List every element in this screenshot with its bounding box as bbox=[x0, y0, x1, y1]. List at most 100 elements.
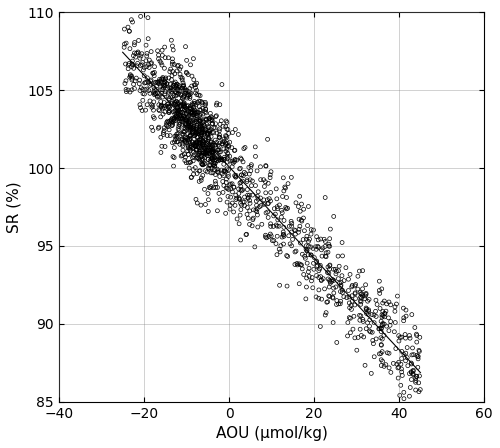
Point bbox=[366, 327, 374, 335]
Point bbox=[176, 109, 184, 116]
Point bbox=[239, 198, 247, 206]
Point bbox=[182, 116, 190, 123]
Point bbox=[171, 111, 179, 118]
Point bbox=[407, 368, 415, 375]
Point bbox=[192, 81, 200, 88]
Point bbox=[230, 184, 238, 191]
Point bbox=[181, 120, 189, 127]
Point bbox=[174, 113, 182, 120]
Point bbox=[172, 113, 179, 120]
Point bbox=[307, 251, 315, 258]
Point bbox=[182, 110, 190, 117]
Point bbox=[340, 277, 348, 284]
Point bbox=[140, 90, 148, 98]
Point bbox=[216, 154, 224, 161]
Point bbox=[218, 140, 226, 147]
Point bbox=[276, 201, 283, 208]
Point bbox=[174, 133, 182, 140]
Point bbox=[164, 93, 172, 100]
Point bbox=[219, 189, 227, 196]
Point bbox=[212, 120, 220, 127]
Point bbox=[220, 168, 228, 175]
Point bbox=[136, 55, 144, 62]
Point bbox=[298, 218, 306, 225]
Point bbox=[386, 301, 394, 308]
Point bbox=[155, 93, 163, 100]
Point bbox=[386, 322, 394, 329]
Point bbox=[337, 279, 345, 286]
Point bbox=[366, 323, 374, 330]
Point bbox=[243, 178, 251, 185]
Point bbox=[322, 253, 330, 260]
Point bbox=[202, 116, 210, 124]
Point bbox=[216, 196, 224, 203]
Point bbox=[222, 210, 230, 217]
Point bbox=[140, 66, 147, 73]
Point bbox=[356, 317, 364, 324]
Point bbox=[278, 233, 286, 241]
Point bbox=[202, 126, 210, 134]
Point bbox=[175, 121, 183, 128]
Point bbox=[143, 50, 151, 57]
Point bbox=[181, 134, 189, 141]
Point bbox=[161, 78, 169, 86]
Point bbox=[192, 118, 200, 125]
Point bbox=[243, 177, 251, 184]
Point bbox=[215, 190, 223, 197]
Point bbox=[201, 151, 209, 158]
Point bbox=[247, 163, 255, 170]
Point bbox=[224, 193, 232, 200]
Point bbox=[208, 114, 216, 121]
Point bbox=[410, 371, 418, 378]
Point bbox=[412, 379, 420, 386]
Point bbox=[220, 138, 228, 145]
Point bbox=[212, 184, 220, 191]
Point bbox=[157, 78, 165, 86]
Point bbox=[190, 166, 198, 173]
Point bbox=[188, 102, 196, 109]
Point bbox=[128, 76, 136, 83]
Point bbox=[195, 138, 203, 146]
Point bbox=[238, 187, 246, 194]
Point bbox=[188, 113, 196, 120]
Point bbox=[362, 305, 370, 312]
Point bbox=[408, 360, 416, 367]
Point bbox=[244, 215, 252, 222]
Point bbox=[254, 188, 262, 195]
Point bbox=[202, 167, 209, 174]
Point bbox=[260, 201, 268, 208]
Point bbox=[214, 146, 222, 154]
Point bbox=[240, 172, 248, 179]
Point bbox=[174, 138, 182, 146]
Point bbox=[198, 146, 206, 154]
Point bbox=[147, 77, 155, 84]
Point bbox=[202, 149, 210, 156]
Point bbox=[191, 142, 199, 149]
Point bbox=[222, 148, 230, 155]
Point bbox=[253, 205, 261, 212]
Point bbox=[200, 129, 208, 136]
Point bbox=[412, 377, 420, 384]
Point bbox=[244, 204, 252, 211]
Point bbox=[197, 135, 205, 142]
Point bbox=[267, 168, 275, 175]
Point bbox=[346, 314, 354, 322]
Point bbox=[412, 331, 420, 338]
Point bbox=[370, 340, 378, 347]
Point bbox=[150, 115, 158, 122]
Point bbox=[192, 124, 200, 131]
Point bbox=[196, 112, 204, 119]
Point bbox=[200, 121, 208, 128]
Point bbox=[192, 118, 200, 125]
Point bbox=[192, 110, 200, 117]
Point bbox=[190, 122, 198, 129]
Point bbox=[200, 122, 208, 129]
Point bbox=[163, 80, 171, 87]
Point bbox=[172, 114, 180, 121]
Point bbox=[138, 59, 146, 66]
Point bbox=[174, 108, 182, 116]
Point bbox=[190, 132, 198, 139]
Point bbox=[224, 150, 232, 157]
Point bbox=[332, 284, 340, 291]
Point bbox=[228, 188, 236, 195]
